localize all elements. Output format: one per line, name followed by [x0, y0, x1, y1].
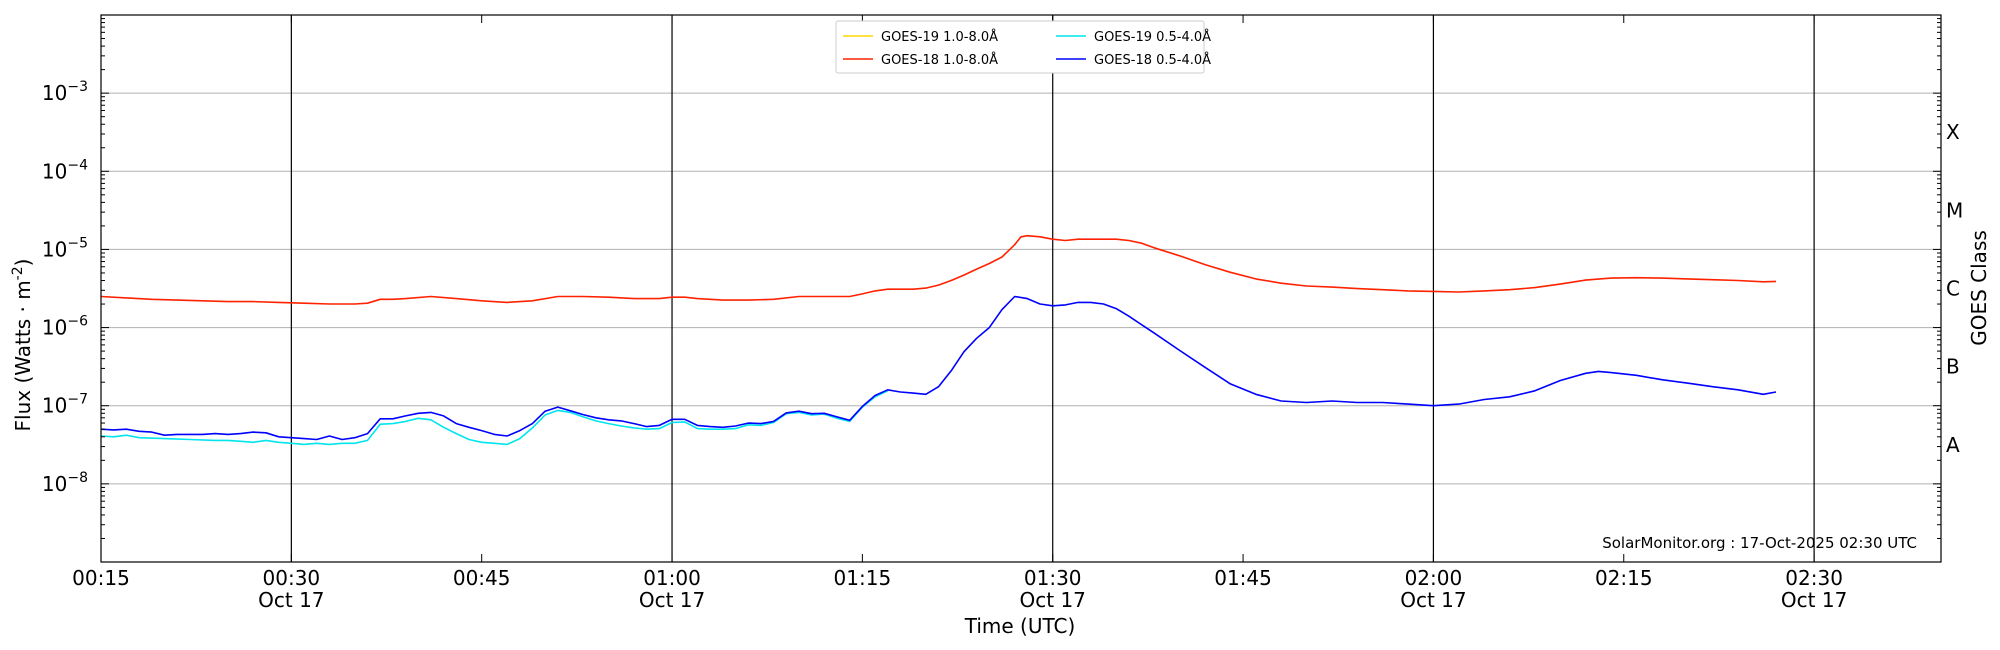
y-tick-label: 10−5: [42, 235, 88, 261]
goes-class-label: C: [1946, 277, 1960, 301]
y-tick-base: 10: [42, 159, 67, 183]
y-tick-label: 10−4: [42, 157, 88, 183]
y-tick-base: 10: [42, 472, 67, 496]
x-tick-label: 02:30: [1785, 566, 1843, 590]
x-tick-label: 02:00: [1405, 566, 1463, 590]
series-layer: [100, 234, 1777, 446]
vertical-time-lines: [290, 15, 1815, 562]
x-tick-date-label: Oct 17: [1020, 588, 1086, 612]
x-tick-label: 01:30: [1024, 566, 1082, 590]
y-tick-base: 10: [42, 237, 67, 261]
series-line-3: [100, 295, 1777, 441]
y-tick-exponent: −7: [67, 392, 88, 408]
x-tick-label: 00:45: [453, 566, 511, 590]
y-tick-base: 10: [42, 316, 67, 340]
y-tick-label: 10−3: [42, 79, 88, 105]
goes-class-label: M: [1946, 198, 1963, 222]
x-axis-title: Time (UTC): [964, 614, 1076, 638]
y-tick-base: 10: [42, 81, 67, 105]
legend-box: [835, 20, 1205, 74]
goes-class-label: B: [1946, 355, 1960, 379]
legend-label: GOES-18 1.0-8.0Å: [881, 52, 998, 68]
x-tick-date-label: Oct 17: [258, 588, 324, 612]
goes-class-label: A: [1946, 433, 1960, 457]
y-tick-label: 10−6: [42, 314, 88, 340]
y-tick-exponent: −3: [67, 79, 88, 95]
x-tick-label: 02:15: [1595, 566, 1653, 590]
legend-label: GOES-19 0.5-4.0Å: [1094, 29, 1211, 45]
x-tick-date-label: Oct 17: [639, 588, 705, 612]
y2-axis-title: GOES Class: [1967, 230, 1991, 346]
legend: GOES-19 1.0-8.0Å GOES-19 0.5-4.0Å GOES-18 …: [835, 20, 1211, 74]
y-tick-exponent: −4: [67, 157, 88, 173]
y-tick-label: 10−8: [42, 470, 88, 496]
x-tick-date-label: Oct 17: [1400, 588, 1466, 612]
y-tick-exponent: −8: [67, 470, 88, 486]
credit-text: SolarMonitor.org : 17-Oct-2025 02:30 UTC: [1602, 534, 1917, 552]
y-axis-title-close: ): [11, 259, 35, 267]
x-tick-label: 01:00: [643, 566, 701, 590]
series-line-2: [100, 234, 1777, 305]
y-tick-base: 10: [42, 394, 67, 418]
y-tick-exponent: −6: [67, 314, 88, 330]
series-line-1: [100, 390, 889, 446]
y-tick-label: 10−7: [42, 392, 88, 418]
x-tick-date-label: Oct 17: [1781, 588, 1847, 612]
goes-class-label: X: [1946, 120, 1960, 144]
legend-label: GOES-19 1.0-8.0Å: [881, 29, 998, 45]
x-tick-label: 01:45: [1214, 566, 1272, 590]
y-axis-title-main: Flux (Watts · m: [11, 280, 35, 431]
x-tick-label: 00:15: [72, 566, 130, 590]
x-tick-label: 00:30: [263, 566, 321, 590]
y-axis-title: Flux (Watts · m-2): [10, 259, 35, 432]
y-tick-exponent: −5: [67, 235, 88, 251]
legend-label: GOES-18 0.5-4.0Å: [1094, 52, 1211, 68]
y-axis-title-exponent: -2: [10, 266, 26, 280]
plot-frame: [100, 14, 1942, 563]
svg-text:Flux (Watts · m-2): Flux (Watts · m-2): [10, 259, 35, 432]
grid-layer: [101, 92, 1941, 485]
x-tick-label: 01:15: [834, 566, 892, 590]
